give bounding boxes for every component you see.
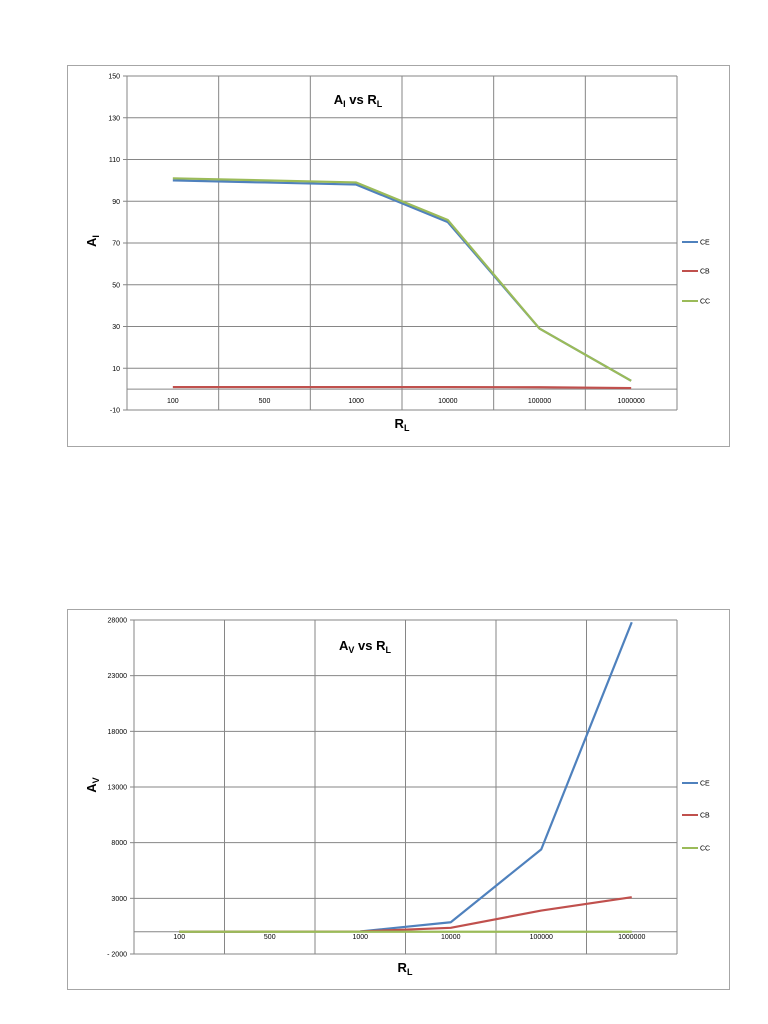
chart-ai-vs-rl-svg: 150 130 110 90 70 50 30 10 -10 100 500 1000 10000 100… — [84, 74, 710, 434]
ai-ytick-label-2: 110 — [109, 157, 120, 164]
av-xtick-label-5: 1000000 — [618, 934, 645, 941]
ai-legend-label-ce: CE — [700, 240, 710, 247]
ai-y-axis-title: AI — [84, 235, 101, 247]
chart-av-vs-rl: 28000 23000 18000 13000 8000 3000 - 2000 100 500… — [67, 609, 730, 990]
av-ytick-label-1: 23000 — [108, 673, 128, 680]
ai-xtick-label-1: 500 — [259, 398, 271, 405]
av-xtick-label-2: 1000 — [352, 934, 368, 941]
ai-ytick-label-6: 30 — [112, 324, 120, 331]
av-ytick-label-4: 8000 — [111, 840, 127, 847]
ai-x-axis-title: RL — [395, 416, 410, 433]
av-y-axis-title: AV — [84, 777, 101, 792]
ai-ytick-label-1: 130 — [108, 115, 120, 122]
av-legend-label-cc: CC — [700, 846, 710, 853]
ai-ytick-label-0: 150 — [108, 74, 120, 81]
av-ytick-label-3: 13000 — [108, 785, 128, 792]
ai-xtick-label-5: 1000000 — [618, 398, 645, 405]
av-xtick-label-0: 100 — [173, 934, 185, 941]
ai-ytick-label-5: 50 — [112, 282, 120, 289]
ai-xtick-label-3: 10000 — [438, 398, 458, 405]
av-legend-label-cb: CB — [700, 813, 710, 820]
ai-series-line-cc — [172, 177, 632, 382]
ai-legend-label-cc: CC — [700, 299, 710, 306]
av-ytick-label-6: - 2000 — [107, 952, 127, 959]
av-legend-label-ce: CE — [700, 781, 710, 788]
av-ytick-label-5: 3000 — [111, 896, 127, 903]
av-xtick-label-4: 100000 — [530, 934, 553, 941]
av-xtick-label-1: 500 — [264, 934, 276, 941]
av-ytick-label-0: 28000 — [108, 618, 128, 625]
av-x-axis-title: RL — [398, 960, 413, 977]
av-xtick-label-3: 10000 — [441, 934, 461, 941]
ai-legend-label-cb: CB — [700, 269, 710, 276]
ai-ytick-label-3: 90 — [112, 199, 120, 206]
ai-series-line-cb — [172, 385, 632, 390]
av-chart-title: AV vs RL — [339, 638, 391, 655]
ai-xtick-label-2: 1000 — [348, 398, 364, 405]
ai-ytick-label-8: -10 — [110, 408, 120, 415]
ai-xtick-label-4: 100000 — [528, 398, 551, 405]
ai-chart-title: AI vs RL — [334, 92, 383, 109]
chart-av-vs-rl-svg: 28000 23000 18000 13000 8000 3000 - 2000 100 500… — [84, 618, 710, 978]
chart-ai-vs-rl: 150 130 110 90 70 50 30 10 -10 100 500 1000 10000 100… — [67, 65, 730, 447]
av-ytick-label-2: 18000 — [108, 729, 128, 736]
ai-ytick-label-7: 10 — [112, 366, 120, 373]
ai-ytick-label-4: 70 — [112, 241, 120, 248]
ai-xtick-label-0: 100 — [167, 398, 179, 405]
